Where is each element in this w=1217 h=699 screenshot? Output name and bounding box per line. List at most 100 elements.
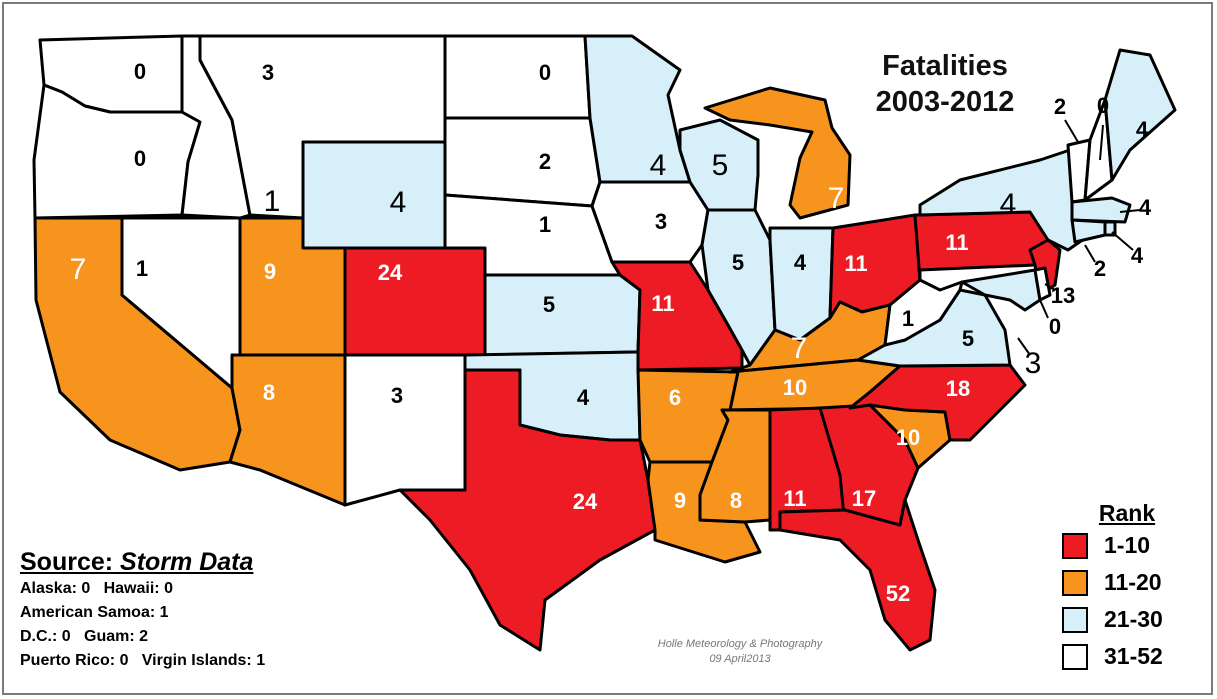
state-west-virginia [883,278,964,347]
legend-label: 31-52 [1104,643,1163,669]
fatalities-label-oklahoma: 4 [577,385,590,410]
fatalities-label-washington: 0 [134,59,146,84]
fatalities-label-connecticut: 2 [1094,256,1106,281]
state-texas [398,368,657,652]
state-kansas [483,273,642,357]
fatalities-label-alabama: 11 [783,486,806,511]
fatalities-label-indiana: 4 [794,250,807,275]
territory-line-2: American Samoa: 1 [20,604,169,621]
state-iowa [590,180,710,264]
rank-legend: Rank 1-10 11-20 21-30 31-52 [1062,500,1182,675]
legend-item: 31-52 [1062,638,1182,675]
fatalities-label-tennessee: 10 [783,375,807,400]
fatalities-label-new-jersey: 13 [1051,283,1075,308]
legend-swatch-orange [1062,569,1088,596]
fatalities-label-colorado: 24 [378,260,403,285]
legend-item: 11-20 [1062,564,1182,601]
fatalities-label-vermont: 2 [1054,94,1066,119]
fatalities-label-kentucky: 7 [791,332,808,365]
fatalities-label-idaho: 1 [264,185,281,218]
fatalities-label-georgia: 17 [852,486,876,511]
source-name: Storm Data [120,548,254,576]
leader-line [1084,244,1096,263]
fatalities-label-south-dakota: 2 [539,149,551,174]
fatalities-label-north-dakota: 0 [539,60,551,85]
state-delaware [1033,266,1052,302]
fatalities-label-florida: 52 [886,581,910,606]
state-arizona [228,353,347,507]
fatalities-label-maine: 4 [1136,117,1149,142]
leader-line [1119,209,1141,213]
state-connecticut [1070,218,1107,244]
source-notes: Source: Storm Data Alaska: 0 Hawaii: 0 A… [20,548,265,673]
leader-line [1111,231,1134,251]
credit-line-1: Holle Meteorology & Photography [657,638,823,650]
fatalities-label-mississippi: 8 [730,488,742,513]
fatalities-label-texas: 24 [573,489,598,514]
fatalities-label-wisconsin: 5 [712,149,729,182]
legend-label: 1-10 [1104,532,1151,558]
fatalities-label-arkansas: 6 [669,385,681,410]
legend-swatch-white [1062,643,1088,670]
fatalities-label-new-hampshire: 0 [1097,93,1109,118]
credit-text: Holle Meteorology & Photography 09 April… [620,637,860,667]
fatalities-label-new-york: 4 [1000,188,1017,221]
fatalities-label-virginia: 5 [962,326,974,351]
leader-line [1044,283,1056,291]
fatalities-label-north-carolina: 18 [946,376,970,401]
fatalities-label-wyoming: 4 [390,186,407,219]
fatalities-label-illinois: 5 [732,250,744,275]
legend-item: 1-10 [1062,527,1182,564]
legend-label: 21-30 [1104,606,1163,632]
credit-line-2: 09 April2013 [709,653,771,665]
state-wyoming [301,140,447,250]
state-new-mexico [343,353,467,507]
leader-line [1017,337,1031,356]
fatalities-label-kansas: 5 [543,292,555,317]
state-north-dakota [443,34,592,120]
fatalities-label-south-carolina: 10 [896,425,920,450]
fatalities-label-maryland: 3 [1025,347,1042,380]
title-line-2: 2003-2012 [875,86,1015,118]
legend-swatch-blue [1062,606,1088,633]
territory-line-1: Alaska: 0 Hawaii: 0 [20,580,173,597]
territory-line-4: Puerto Rico: 0 Virgin Islands: 1 [20,652,266,669]
title-line-1: Fatalities [882,50,1008,82]
state-illinois [700,208,777,367]
fatalities-label-oregon: 0 [134,146,146,171]
fatalities-label-new-mexico: 3 [391,383,403,408]
fatalities-label-montana: 3 [262,60,274,85]
state-michigan [703,86,852,220]
fatalities-label-missouri: 11 [651,291,674,316]
legend-title: Rank [1098,500,1156,526]
fatalities-label-nebraska: 1 [539,212,551,237]
legend-label: 11-20 [1104,569,1162,595]
fatalities-label-nevada: 1 [136,256,148,281]
leader-line [1099,124,1104,161]
state-maine [1103,48,1177,182]
source-label: Source: [20,548,114,576]
legend-item: 21-30 [1062,601,1182,638]
state-colorado [343,246,487,357]
map-title: Fatalities 2003-2012 [840,48,1050,120]
fatalities-label-arizona: 8 [263,380,275,405]
fatalities-label-delaware: 0 [1049,314,1061,339]
state-minnesota [583,34,692,184]
leader-line [1064,119,1079,143]
state-massachusetts [1070,196,1132,224]
fatalities-label-iowa: 3 [655,209,667,234]
fatalities-label-utah: 9 [264,259,276,284]
fatalities-label-ohio: 11 [844,251,867,276]
leader-line [1039,299,1049,319]
fatalities-label-michigan: 7 [828,182,845,215]
source-heading: Source: Storm Data [20,548,265,577]
fatalities-label-rhode-island: 4 [1131,243,1144,268]
fatalities-label-west-virginia: 1 [902,306,914,331]
fatalities-label-massachusetts: 4 [1139,195,1152,220]
legend-swatch-red [1062,532,1088,559]
state-florida [778,498,937,652]
territory-line-3: D.C.: 0 Guam: 2 [20,628,149,645]
state-south-dakota [443,116,602,208]
fatalities-label-pennsylvania: 11 [945,230,968,255]
